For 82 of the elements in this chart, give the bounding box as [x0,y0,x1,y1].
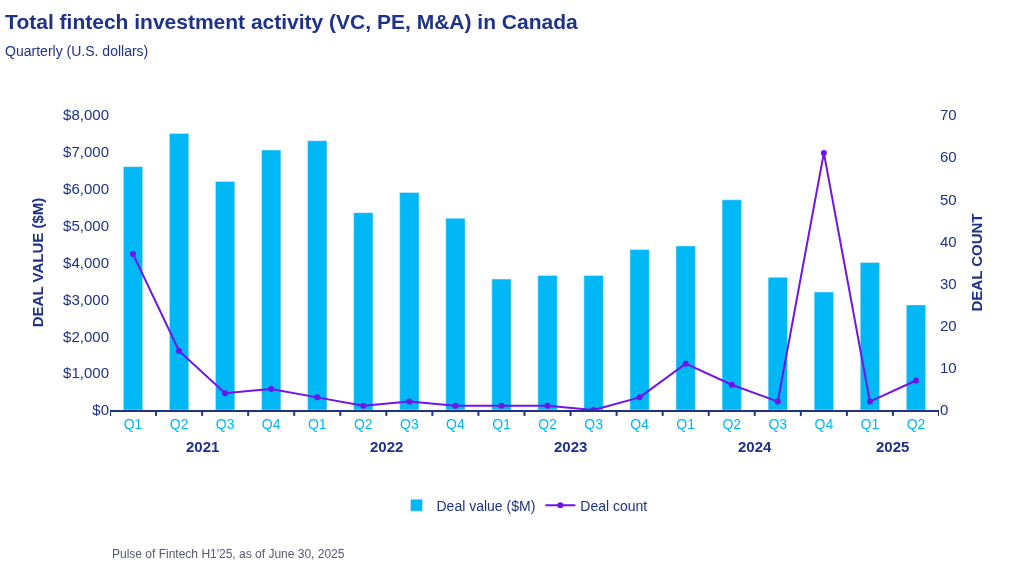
y-tick-label: $4,000 [63,253,109,271]
y-tick-label: $1,000 [63,364,109,382]
point [544,402,551,409]
y-tick-label: $3,000 [63,290,109,308]
x-tick-label: Q1 [307,415,327,432]
chart-title: Total fintech investment activity (VC, PE, M&A) in Canada [5,9,578,33]
x-tick-label: Q2 [722,415,742,432]
bar [399,192,420,410]
x-tick-label: Q1 [492,415,512,432]
point [820,149,827,156]
bar [261,149,282,410]
y2-tick-label: 10 [940,359,957,377]
text: 2021 [186,438,220,455]
text: 2022 [370,438,404,455]
y2-axis-title: DEAL COUNT [967,213,985,312]
y2-tick-label: 50 [940,190,957,208]
point [912,377,919,384]
y-tick-label: $5,000 [63,216,109,234]
y-tick-label: $0 [92,401,109,419]
x-tick-label: Q1 [123,415,143,432]
x-tick-label: Q3 [584,415,604,432]
y2-tick-label: 40 [940,232,957,250]
bar [215,181,236,410]
bar [445,218,466,410]
legend-label: Deal value ($M) [436,497,536,514]
x-tick-label: Q3 [400,415,419,432]
bar [491,278,512,410]
point [682,360,689,367]
x-tick-label: Q4 [261,415,281,432]
bar [906,304,926,410]
bar [767,277,788,410]
y-tick-label: $8,000 [63,106,109,124]
bar [583,275,604,410]
bar [537,275,558,410]
bar [123,166,143,410]
point [774,398,781,405]
bar [629,249,650,410]
text: 2024 [738,438,773,455]
bar [353,212,374,410]
y2-tick-label: 0 [940,401,949,419]
x-tick-label: Q4 [446,415,465,432]
bar [721,199,742,410]
bar [813,291,834,410]
point [728,381,735,388]
point [360,402,367,409]
x-tick-label: Q3 [215,415,235,432]
y-tick-label: $2,000 [63,327,109,345]
y2-tick-label: 60 [940,148,957,166]
y-axis-title: DEAL VALUE ($M) [29,197,47,328]
x-tick-label: Q4 [814,415,834,432]
text: 2023 [554,438,588,455]
chart-subtitle: Quarterly (U.S. dollars) [5,42,149,59]
x-tick-label: Q3 [768,415,788,432]
point [268,385,275,392]
legend-label: Deal count [580,497,648,514]
point [130,251,137,258]
x-tick-label: Q1 [676,415,696,432]
point [866,398,873,405]
bar [307,140,328,410]
bar [169,133,190,410]
point [452,402,459,409]
text: Pulse of Fintech H1'25, as of June 30, 2025 [112,547,345,561]
x-tick-label: Q2 [353,415,373,432]
x-tick-label: Q1 [860,415,880,432]
point [176,348,183,354]
point [406,398,413,405]
y-tick-label: $6,000 [63,180,109,197]
bar [860,262,880,410]
bar [675,245,696,410]
text: 2025 [876,438,910,455]
x-tick-label: Q2 [538,415,558,432]
y2-tick-label: 70 [940,106,957,124]
y2-tick-label: 30 [940,274,957,292]
point [498,402,505,409]
point [636,394,643,401]
y2-tick-label: 20 [940,316,957,334]
point [314,394,321,401]
y-tick-label: $7,000 [63,143,109,161]
point [222,390,229,397]
x-tick-label: Q2 [906,415,926,432]
x-tick-label: Q2 [169,415,189,432]
x-tick-label: Q4 [630,415,650,432]
